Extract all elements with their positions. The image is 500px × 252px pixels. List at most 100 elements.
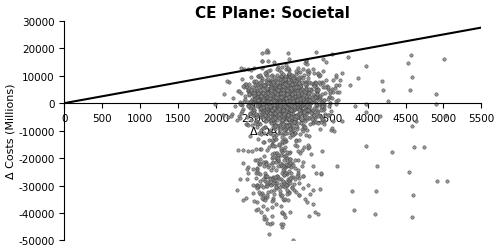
Point [250, 200, 258, 204]
Point [305, 105, 313, 109]
Point [229, 96, 237, 100]
Point [274, 123, 281, 127]
Point [308, 100, 316, 104]
Point [302, 95, 310, 99]
Point [324, 114, 332, 118]
Point [268, 199, 276, 203]
Point [316, 187, 324, 192]
Point [294, 114, 302, 118]
Point [282, 183, 290, 187]
Point [284, 88, 292, 92]
Point [286, 157, 294, 161]
Point [274, 93, 281, 97]
Point [274, 154, 282, 158]
Point [282, 106, 290, 110]
Point [310, 119, 318, 123]
Point [310, 72, 318, 76]
Point [269, 140, 277, 144]
Point [258, 77, 266, 81]
Point [276, 77, 284, 81]
Point [293, 99, 301, 103]
Point [288, 133, 296, 137]
Point [269, 90, 277, 94]
Point [259, 93, 267, 98]
Point [266, 118, 274, 122]
Point [405, 170, 413, 174]
Point [286, 171, 294, 175]
Point [276, 162, 284, 166]
Point [296, 105, 304, 109]
Point [269, 82, 277, 86]
Point [264, 95, 272, 99]
Point [252, 119, 260, 123]
Point [310, 93, 318, 97]
Point [252, 183, 260, 187]
Point [255, 121, 263, 125]
Point [282, 101, 290, 105]
Point [312, 51, 320, 55]
Point [227, 114, 235, 118]
Point [298, 118, 306, 122]
Point [292, 82, 300, 86]
Point [282, 172, 290, 176]
Point [278, 65, 286, 69]
Point [282, 109, 290, 113]
Point [255, 113, 263, 117]
Point [282, 111, 290, 115]
Point [267, 91, 275, 95]
Point [283, 124, 291, 129]
Point [262, 194, 270, 198]
Point [261, 91, 269, 95]
Point [268, 98, 276, 102]
Point [296, 101, 304, 105]
Point [280, 101, 287, 105]
Point [288, 185, 296, 189]
Point [268, 91, 276, 95]
Point [250, 94, 258, 99]
Point [278, 79, 286, 83]
Point [284, 73, 292, 77]
Point [270, 107, 278, 111]
Point [284, 114, 292, 118]
Point [275, 85, 283, 89]
Point [276, 142, 283, 146]
Point [288, 161, 296, 165]
Point [270, 152, 278, 156]
Point [259, 105, 267, 109]
Point [302, 109, 310, 113]
Point [314, 88, 322, 92]
Point [264, 92, 272, 97]
Y-axis label: Δ Costs (Millions): Δ Costs (Millions) [6, 83, 16, 179]
Point [252, 80, 260, 84]
Point [269, 196, 277, 200]
Point [286, 181, 294, 185]
Point [292, 70, 300, 74]
Point [289, 175, 297, 179]
Point [286, 150, 294, 154]
Point [279, 90, 287, 94]
Point [278, 194, 285, 198]
Point [290, 86, 298, 90]
Point [268, 101, 276, 105]
Point [294, 172, 302, 176]
Point [254, 83, 262, 87]
Point [304, 109, 312, 113]
Point [324, 86, 332, 90]
Point [350, 208, 358, 212]
Point [282, 89, 290, 93]
Point [319, 85, 327, 89]
Point [296, 98, 304, 102]
Point [260, 126, 268, 130]
Point [303, 118, 311, 122]
Point [239, 161, 247, 165]
Point [219, 114, 227, 118]
Point [248, 98, 256, 102]
Point [274, 114, 282, 118]
Point [284, 90, 292, 94]
Point [286, 81, 294, 85]
Point [272, 87, 280, 91]
Point [270, 134, 278, 138]
Point [260, 100, 268, 104]
Point [273, 102, 281, 106]
Point [276, 192, 283, 196]
